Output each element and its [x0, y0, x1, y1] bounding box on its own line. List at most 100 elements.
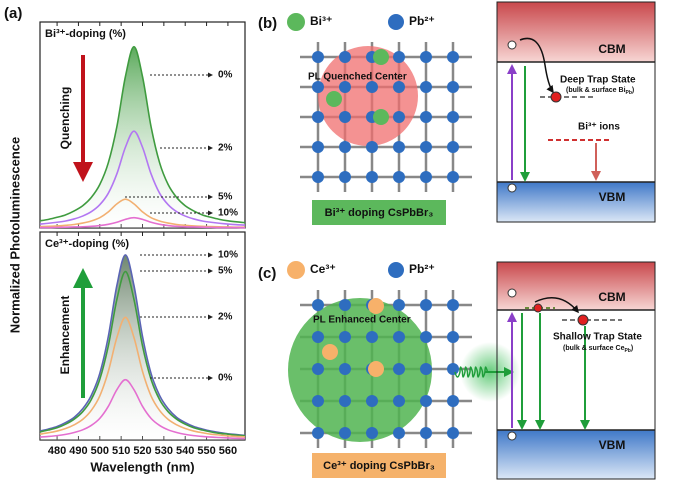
pb-ion	[366, 171, 378, 183]
spectrum-line	[39, 216, 246, 229]
caption: Bi³⁺ doping CsPbBr₃	[325, 207, 434, 219]
electron	[507, 288, 517, 298]
dopant-ion	[368, 361, 384, 377]
spectrum-line	[39, 198, 246, 228]
caption: Ce³⁺ doping CsPbBr₃	[323, 460, 435, 472]
trap-note-part: (bulk & surface Bi	[566, 87, 626, 94]
pb-ion	[366, 141, 378, 153]
annotation: Quenching	[58, 87, 72, 150]
series-label: 5%	[218, 266, 233, 277]
trap-note-part: )	[631, 345, 633, 352]
legend-label: Pb²⁺	[409, 262, 435, 276]
pb-ion	[312, 427, 324, 439]
spectrum-line	[39, 130, 246, 226]
x-tick-label: 550	[197, 445, 215, 457]
panel-label: (a)	[4, 5, 22, 22]
x-tick-label: 530	[155, 445, 173, 457]
cbm-label: CBM	[598, 42, 625, 56]
pb-ion	[447, 81, 459, 93]
x-tick-label: 490	[69, 445, 87, 457]
trapping-arrow	[534, 297, 579, 314]
series-label: 10%	[218, 208, 238, 219]
legend-label: Ce³⁺	[310, 262, 336, 276]
caption-box	[312, 453, 446, 478]
trap-note-part: Pb	[624, 348, 630, 354]
y-axis-label: Normalized Photoluminescence	[7, 137, 22, 334]
pb-ion	[393, 51, 405, 63]
series-label: 2%	[218, 143, 233, 154]
pb-ion	[312, 141, 324, 153]
x-tick-label: 520	[133, 445, 151, 457]
trap-note-part: Pb	[626, 90, 632, 96]
pb-ion	[420, 395, 432, 407]
dopant-ion	[373, 49, 389, 65]
trapping-arrow	[519, 37, 554, 94]
trapped-electron	[577, 314, 589, 326]
hole	[507, 183, 517, 193]
dopant-ion	[368, 298, 384, 314]
pb-ion	[393, 81, 405, 93]
pb-ion	[447, 299, 459, 311]
trap-note-part: )	[632, 87, 634, 94]
pb-ion	[312, 395, 324, 407]
pb-ion	[393, 331, 405, 343]
spectrum-line	[39, 254, 246, 437]
series-label: 10%	[218, 250, 238, 261]
pb-ion	[312, 363, 324, 375]
pb-ion	[420, 171, 432, 183]
band-frame	[496, 261, 656, 480]
series-label: 5%	[218, 192, 233, 203]
series-label: 0%	[218, 70, 233, 81]
pb-ion	[447, 171, 459, 183]
dopant-ion	[322, 344, 338, 360]
x-tick-label: 540	[176, 445, 194, 457]
pb-ion	[339, 171, 351, 183]
area-fill	[40, 46, 245, 228]
trap-label: Shallow Trap State	[553, 332, 642, 343]
trap-note: (bulk & surface CePb)	[563, 345, 633, 354]
annotation: Enhancement	[58, 296, 72, 375]
pb-ion	[339, 81, 351, 93]
trap-note-part: (bulk & surface Ce	[563, 345, 625, 352]
vbm-label: VBM	[599, 438, 626, 452]
chart-subtitle: Ce³⁺-doping (%)	[45, 238, 129, 250]
pb-ion	[312, 331, 324, 343]
trap-note: (bulk & surface BiPb)	[566, 87, 634, 96]
caption-box	[312, 200, 446, 225]
pb-ion	[447, 427, 459, 439]
chart-subtitle: Bi³⁺-doping (%)	[45, 28, 126, 40]
x-axis-label: Wavelength (nm)	[90, 459, 194, 474]
x-tick-label: 510	[112, 445, 130, 457]
pb-ion	[447, 363, 459, 375]
spectrum-line	[39, 378, 246, 440]
pb-ion	[393, 141, 405, 153]
series-label: 2%	[218, 312, 233, 323]
pb-ion	[393, 395, 405, 407]
ion-label: Bi³⁺ ions	[578, 122, 620, 133]
pb-ion	[393, 171, 405, 183]
pb-ion	[339, 427, 351, 439]
center-label: PL Quenched Center	[308, 72, 407, 83]
legend-label: Pb²⁺	[409, 14, 435, 28]
pb-ion	[420, 81, 432, 93]
pb-ion	[312, 51, 324, 63]
pb-ion	[447, 331, 459, 343]
electron	[507, 40, 517, 50]
pb-ion	[420, 363, 432, 375]
pb-ion	[339, 141, 351, 153]
panel-label: (c)	[258, 265, 276, 282]
pb-ion	[393, 111, 405, 123]
emission-wave	[454, 366, 489, 378]
panel-label: (b)	[258, 15, 277, 32]
pb-ion	[420, 51, 432, 63]
trapped-electron	[533, 303, 543, 313]
x-tick-label: 500	[91, 445, 109, 457]
pb-ion	[420, 331, 432, 343]
spectrum-line	[39, 316, 246, 438]
legend-swatch	[287, 261, 305, 279]
pb-ion	[312, 299, 324, 311]
trapped-electron	[550, 91, 562, 103]
vb-region	[497, 430, 655, 479]
pb-ion	[366, 427, 378, 439]
pb-ion	[312, 81, 324, 93]
